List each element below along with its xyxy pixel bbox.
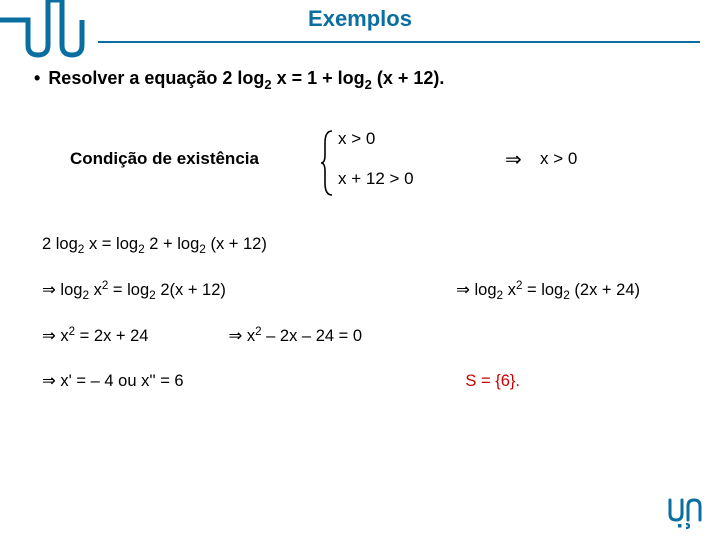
condition-line-1: x > 0: [338, 129, 375, 149]
corner-logo-icon: [0, 0, 120, 60]
title-underline: [98, 41, 700, 43]
step-3b: ⇒ x2 – 2x – 24 = 0: [228, 327, 362, 347]
problem-statement: • Resolver a equação 2 log2 x = 1 + log2…: [30, 68, 700, 89]
page-title: Exemplos: [308, 6, 412, 32]
footer-logo-icon: [666, 496, 706, 530]
step-2b: ⇒ log2 x2 = log2 (2x + 24): [456, 281, 640, 301]
brace-icon: [320, 129, 334, 197]
problem-text: Resolver a equação 2 log2 x = 1 + log2 (…: [48, 68, 444, 89]
step-3a: ⇒ x2 = 2x + 24: [42, 327, 148, 347]
solution-set: S = {6}.: [465, 372, 520, 392]
condition-label: Condição de existência: [70, 149, 259, 169]
solution-steps: 2 log2 x = log2 2 + log2 (x + 12) ⇒ log2…: [42, 235, 700, 418]
implies-arrow: ⇒: [505, 147, 522, 172]
bullet-dot: •: [34, 69, 40, 87]
step-1: 2 log2 x = log2 2 + log2 (x + 12): [42, 235, 700, 255]
step-4a: ⇒ x' = – 4 ou x'' = 6: [42, 372, 184, 392]
condition-line-2: x + 12 > 0: [338, 169, 414, 189]
step-2a: ⇒ log2 x2 = log2 2(x + 12): [42, 281, 226, 301]
condition-result: x > 0: [540, 149, 577, 169]
